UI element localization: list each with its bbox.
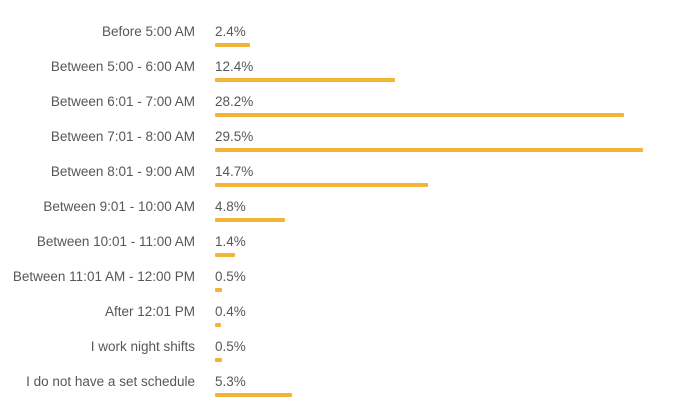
value-label: 0.5% (215, 339, 246, 354)
value-label: 5.3% (215, 374, 246, 389)
bar (215, 393, 292, 397)
value-label: 1.4% (215, 234, 246, 249)
bar (215, 218, 285, 222)
chart-row: Between 11:01 AM - 12:00 PM 0.5% (0, 269, 676, 304)
bar (215, 288, 222, 292)
category-label: Between 5:00 - 6:00 AM (50, 59, 195, 74)
value-cell: 5.3% (215, 374, 292, 397)
category-label: Before 5:00 AM (101, 24, 195, 39)
value-cell: 0.5% (215, 339, 246, 362)
value-label: 0.4% (215, 304, 246, 319)
chart-row: Between 8:01 - 9:00 AM 14.7% (0, 164, 676, 199)
category-label: Between 6:01 - 7:00 AM (50, 94, 195, 109)
bar (215, 253, 235, 257)
bar (215, 43, 250, 47)
value-label: 4.8% (215, 199, 246, 214)
category-label: I work night shifts (90, 339, 195, 354)
value-cell: 14.7% (215, 164, 428, 187)
chart-row: Between 5:00 - 6:00 AM 12.4% (0, 59, 676, 94)
value-cell: 0.4% (215, 304, 246, 327)
bar (215, 323, 221, 327)
category-label: Between 10:01 - 11:00 AM (36, 234, 195, 249)
value-label: 28.2% (215, 94, 254, 109)
value-cell: 28.2% (215, 94, 624, 117)
value-label: 12.4% (215, 59, 254, 74)
value-label: 29.5% (215, 129, 254, 144)
chart-row: After 12:01 PM 0.4% (0, 304, 676, 339)
chart-row: Between 7:01 - 8:00 AM 29.5% (0, 129, 676, 164)
bar (215, 148, 643, 152)
value-cell: 0.5% (215, 269, 246, 292)
category-label: Between 7:01 - 8:00 AM (50, 129, 195, 144)
value-cell: 12.4% (215, 59, 395, 82)
chart-row: I do not have a set schedule 5.3% (0, 374, 676, 409)
bar (215, 113, 624, 117)
category-label: After 12:01 PM (104, 304, 195, 319)
category-label: Between 9:01 - 10:00 AM (43, 199, 195, 214)
chart-row: Between 6:01 - 7:00 AM 28.2% (0, 94, 676, 129)
bar (215, 78, 395, 82)
bar (215, 183, 428, 187)
category-label: Between 11:01 AM - 12:00 PM (12, 269, 195, 284)
chart-row: I work night shifts 0.5% (0, 339, 676, 374)
value-label: 0.5% (215, 269, 246, 284)
value-cell: 2.4% (215, 24, 250, 47)
chart-row: Before 5:00 AM 2.4% (0, 24, 676, 59)
category-label: I do not have a set schedule (26, 374, 195, 389)
value-label: 2.4% (215, 24, 246, 39)
value-cell: 29.5% (215, 129, 643, 152)
bar (215, 358, 222, 362)
value-label: 14.7% (215, 164, 254, 179)
value-cell: 4.8% (215, 199, 285, 222)
value-cell: 1.4% (215, 234, 246, 257)
category-label: Between 8:01 - 9:00 AM (50, 164, 195, 179)
chart-row: Between 9:01 - 10:00 AM 4.8% (0, 199, 676, 234)
chart-row: Between 10:01 - 11:00 AM 1.4% (0, 234, 676, 269)
